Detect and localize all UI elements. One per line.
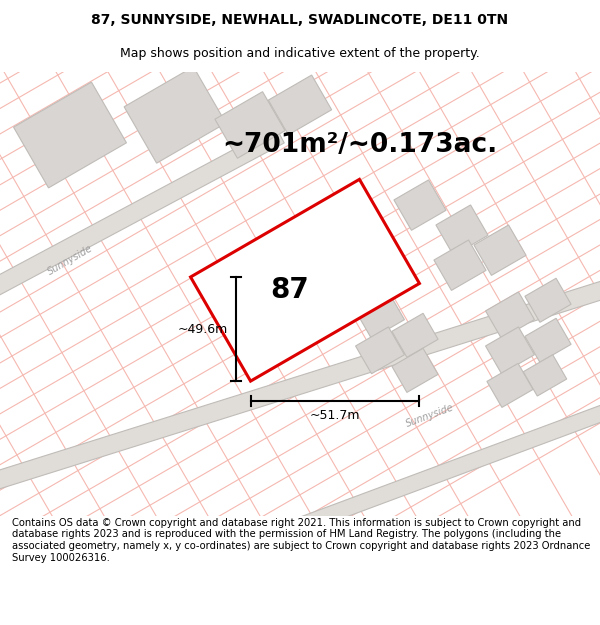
Polygon shape [215, 92, 285, 158]
Polygon shape [487, 363, 533, 408]
Text: Sunnyside: Sunnyside [404, 402, 455, 429]
Polygon shape [191, 179, 419, 381]
Polygon shape [392, 313, 438, 358]
Text: ~701m²/~0.173ac.: ~701m²/~0.173ac. [223, 132, 497, 158]
Polygon shape [124, 67, 226, 163]
Polygon shape [485, 327, 535, 374]
Polygon shape [525, 278, 571, 322]
Polygon shape [392, 348, 438, 392]
Polygon shape [356, 327, 404, 374]
Polygon shape [0, 127, 284, 303]
Text: ~51.7m: ~51.7m [310, 409, 360, 422]
Text: ~49.6m: ~49.6m [178, 322, 227, 336]
Polygon shape [485, 292, 535, 339]
Polygon shape [268, 75, 332, 135]
Polygon shape [525, 318, 571, 362]
Text: Sunnyside: Sunnyside [46, 243, 94, 277]
Polygon shape [394, 180, 446, 230]
Text: 87: 87 [271, 276, 310, 304]
Polygon shape [523, 355, 567, 396]
Polygon shape [474, 225, 526, 276]
Polygon shape [297, 388, 600, 533]
Polygon shape [434, 240, 486, 291]
Polygon shape [14, 82, 127, 188]
Text: Contains OS data © Crown copyright and database right 2021. This information is : Contains OS data © Crown copyright and d… [12, 518, 590, 562]
Text: Map shows position and indicative extent of the property.: Map shows position and indicative extent… [120, 48, 480, 61]
Polygon shape [0, 267, 600, 494]
Polygon shape [436, 205, 488, 256]
Text: 87, SUNNYSIDE, NEWHALL, SWADLINCOTE, DE11 0TN: 87, SUNNYSIDE, NEWHALL, SWADLINCOTE, DE1… [91, 13, 509, 27]
Polygon shape [356, 292, 404, 339]
